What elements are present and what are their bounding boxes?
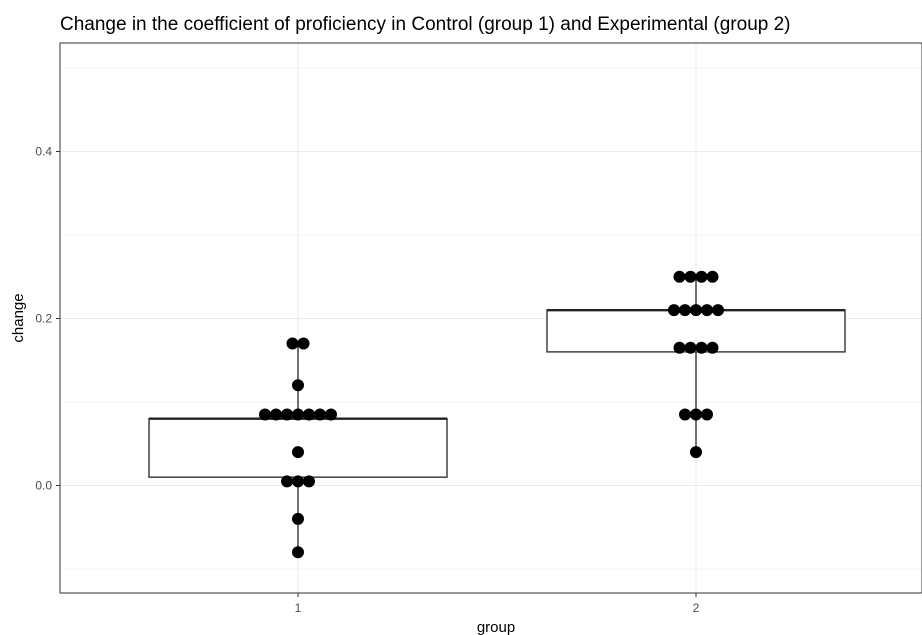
y-tick-label: 0.2 — [35, 312, 52, 326]
data-point — [292, 512, 304, 525]
data-point — [679, 304, 691, 317]
data-point — [684, 341, 697, 354]
data-point — [690, 304, 702, 317]
axis-layer: 0.0 0.2 0.4 1 2 — [35, 145, 699, 616]
data-point — [292, 408, 304, 421]
data-point — [706, 341, 719, 354]
data-point — [314, 408, 326, 421]
data-point — [695, 341, 708, 354]
data-point — [679, 408, 691, 421]
data-point — [292, 546, 304, 559]
chart-title: Change in the coefficient of proficiency… — [60, 14, 791, 35]
data-point — [292, 379, 304, 392]
data-point — [297, 337, 310, 350]
data-point — [701, 304, 713, 317]
data-point — [701, 408, 713, 421]
data-point — [690, 446, 702, 459]
data-point — [706, 270, 719, 283]
data-point — [673, 341, 686, 354]
x-axis-title: group — [477, 619, 515, 635]
data-point — [281, 475, 293, 488]
data-point — [303, 408, 315, 421]
data-point — [673, 270, 686, 283]
data-point — [259, 408, 271, 421]
data-point — [325, 408, 337, 421]
y-axis-title: change — [10, 293, 27, 342]
x-tick-label: 2 — [693, 601, 700, 615]
data-point — [292, 475, 304, 488]
y-tick-label: 0.4 — [35, 145, 52, 159]
data-point — [292, 446, 304, 459]
data-point — [690, 408, 702, 421]
data-point — [668, 304, 680, 317]
y-tick-label: 0.0 — [35, 479, 52, 493]
data-point — [286, 337, 299, 350]
data-point — [303, 475, 315, 488]
data-point — [695, 270, 708, 283]
data-point — [712, 304, 724, 317]
x-tick-label: 1 — [295, 601, 302, 615]
dot-layer — [259, 270, 724, 559]
box-body — [546, 309, 846, 353]
data-point — [281, 408, 293, 421]
data-point — [270, 408, 282, 421]
data-point — [684, 270, 697, 283]
